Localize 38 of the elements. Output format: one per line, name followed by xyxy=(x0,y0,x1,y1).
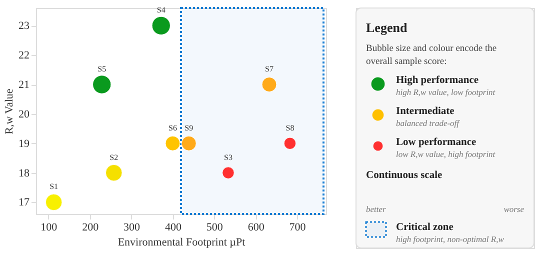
text: Continuous scale xyxy=(366,170,442,181)
legend-label: Critical zone xyxy=(396,222,454,233)
x-tick-label: 100 xyxy=(40,222,58,234)
legend-title: Legend xyxy=(366,20,408,35)
legend-label: Low performance xyxy=(396,137,477,148)
annotation: S3 xyxy=(224,152,232,162)
x-tick-label: 600 xyxy=(248,222,265,234)
x-tick-label: 500 xyxy=(206,222,224,234)
y-tick-label: 20 xyxy=(18,108,30,120)
annotation: S1 xyxy=(50,182,58,192)
y-tick-label: 22 xyxy=(18,50,30,62)
annotation: S2 xyxy=(110,152,118,162)
legend-label: High performance xyxy=(396,75,479,86)
x-axis-title: Environmental Footprint µPt xyxy=(118,236,246,248)
y-tick-label: 17 xyxy=(18,196,30,209)
y-tick-label: 18 xyxy=(18,167,30,180)
annotation: S9 xyxy=(184,123,194,132)
text: high footprint, non-optimal R,w xyxy=(396,234,504,244)
x-tick-label: 300 xyxy=(124,222,141,234)
annotation: S5 xyxy=(98,64,106,74)
annotation: S7 xyxy=(265,64,274,74)
y-tick-label: 21 xyxy=(18,79,30,92)
text: Bubble size and colour encode the overall sample score: xyxy=(366,44,497,67)
text: balanced trade-off xyxy=(396,118,461,128)
text: high R,w value, low footprint xyxy=(396,87,496,97)
annotation: S8 xyxy=(286,123,294,132)
x-tick-label: 700 xyxy=(289,222,306,234)
y-tick-label: 19 xyxy=(18,138,30,150)
annotation: S4 xyxy=(156,6,166,15)
x-tick-label: 400 xyxy=(164,222,182,234)
y-axis-title: R,w Value xyxy=(4,88,16,134)
y-tick-label: 23 xyxy=(18,20,30,32)
text: better xyxy=(366,204,387,214)
annotation: S6 xyxy=(168,123,177,132)
text: low R,w value, high footprint xyxy=(396,149,496,159)
legend-label: Intermediate xyxy=(396,106,455,117)
x-tick-label: 200 xyxy=(82,222,100,234)
text: worse xyxy=(504,204,524,214)
